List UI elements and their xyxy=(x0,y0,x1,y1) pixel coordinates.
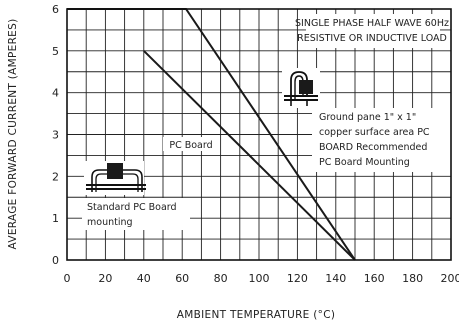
y-tick-label: 0 xyxy=(52,254,59,267)
ground-plane-note: Ground pane 1" x 1" copper surface area … xyxy=(312,108,456,172)
standard-mount-note: Standard PC Board mounting xyxy=(82,198,190,230)
x-tick-label: 200 xyxy=(441,272,459,285)
x-tick-label: 60 xyxy=(175,272,189,285)
x-tick-label: 180 xyxy=(402,272,423,285)
standard-mount-drawing xyxy=(84,161,146,195)
ground-note-line-4: PC Board Mounting xyxy=(319,157,410,168)
x-tick-label: 40 xyxy=(137,272,151,285)
y-tick-label: 4 xyxy=(52,87,59,100)
x-tick-label: 0 xyxy=(64,272,71,285)
x-axis-label: AMBIENT TEMPERATURE (°C) xyxy=(177,309,335,321)
standard-note-line-2: mounting xyxy=(87,217,133,228)
ground-note-line-3: BOARD Recommended xyxy=(319,142,427,153)
y-axis-label: AVERAGE FORWARD CURRENT (AMPERES) xyxy=(7,19,19,250)
y-tick-label: 2 xyxy=(52,170,59,183)
note-line-1: SINGLE PHASE HALF WAVE 60Hz xyxy=(295,18,449,29)
plot-frame xyxy=(66,8,452,261)
y-tick-label: 6 xyxy=(52,3,59,16)
x-tick-label: 160 xyxy=(364,272,385,285)
x-tick-label: 80 xyxy=(214,272,228,285)
note-line-2: RESISTIVE OR INDUCTIVE LOAD xyxy=(297,33,447,44)
y-tick-labels: 0 1 2 3 4 5 6 xyxy=(52,3,59,267)
x-tick-label: 20 xyxy=(98,272,112,285)
x-tick-labels: 0 20 40 60 80 100 120 140 160 180 200 xyxy=(64,272,459,285)
ground-note-line-1: Ground pane 1" x 1" xyxy=(319,112,416,123)
y-tick-label: 3 xyxy=(52,129,59,142)
ground-note-line-2: copper surface area PC xyxy=(319,127,430,138)
x-tick-label: 100 xyxy=(249,272,270,285)
load-condition-note: SINGLE PHASE HALF WAVE 60Hz RESISTIVE OR… xyxy=(295,14,449,48)
ground-plane-mount-drawing xyxy=(282,68,320,108)
x-tick-label: 140 xyxy=(325,272,346,285)
series-line-standard xyxy=(143,50,356,261)
y-tick-label: 5 xyxy=(52,45,59,58)
y-tick-label: 1 xyxy=(52,212,59,225)
standard-note-line-1: Standard PC Board xyxy=(87,202,177,213)
pc-board-label: PC Board xyxy=(163,137,219,151)
x-tick-label: 120 xyxy=(287,272,308,285)
pc-board-text: PC Board xyxy=(169,140,212,151)
